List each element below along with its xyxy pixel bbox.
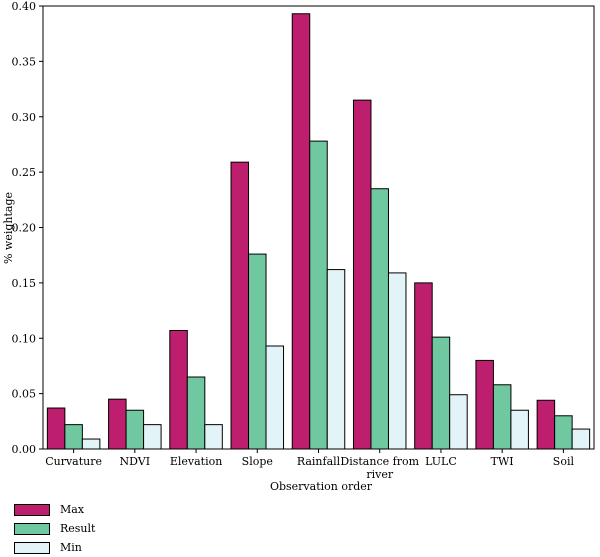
- y-tick-label: 0.15: [12, 277, 37, 290]
- bar-result: [370, 188, 389, 450]
- x-tick-label: river: [366, 468, 394, 481]
- legend-item: Result: [14, 519, 95, 538]
- bar-max: [475, 359, 494, 450]
- legend-label: Min: [60, 541, 82, 554]
- y-tick-label: 0.40: [12, 0, 37, 13]
- legend-item: Max: [14, 500, 95, 519]
- x-tick-label: NDVI: [120, 455, 151, 468]
- bar-result: [64, 424, 83, 450]
- bar-min: [326, 269, 346, 450]
- bar-min: [143, 424, 162, 450]
- bar-result: [431, 336, 451, 450]
- plot-area: 0.00 0.05 0.10 0.15 0.20 0.25 0.30 0.35 0.40 Curv…: [12, 0, 595, 481]
- x-axis-title: Observation order: [270, 480, 373, 493]
- bar-max: [291, 13, 311, 450]
- x-tick-label: Elevation: [170, 455, 222, 468]
- legend-swatch: [14, 541, 50, 554]
- bar-result: [309, 140, 328, 450]
- bar-min: [387, 272, 407, 450]
- x-tick-label: Slope: [242, 455, 273, 468]
- y-tick-label: 0.25: [12, 166, 37, 179]
- bar-max: [414, 282, 433, 450]
- y-tick-label: 0.05: [12, 388, 37, 401]
- bar-result: [248, 253, 267, 450]
- y-axis-title: % weightage: [2, 192, 15, 264]
- bar-max: [352, 99, 372, 450]
- y-tick-label: 0.20: [12, 222, 37, 235]
- legend-label: Max: [60, 503, 85, 516]
- y-tick-label: 0.10: [12, 332, 37, 345]
- legend-swatch: [14, 522, 50, 535]
- x-tick-label: Rainfall: [297, 455, 341, 468]
- legend-item: Min: [14, 538, 95, 557]
- bar-min: [265, 345, 285, 450]
- x-tick-label: Soil: [553, 455, 575, 468]
- bar-min: [571, 428, 591, 450]
- bar-result: [492, 384, 512, 450]
- legend: Max Result Min: [14, 500, 95, 557]
- bar-min: [204, 424, 223, 450]
- legend-label: Result: [60, 522, 96, 535]
- x-tick-label: Distance from: [340, 455, 419, 468]
- bar-result: [554, 415, 573, 450]
- x-tick-label: Curvature: [45, 455, 102, 468]
- bar-max: [46, 407, 66, 450]
- bar-max: [169, 329, 188, 450]
- bar-min: [81, 438, 101, 450]
- bar-max: [230, 161, 250, 450]
- x-tick-label: TWI: [491, 455, 514, 468]
- bar-max: [536, 399, 556, 450]
- legend-swatch: [14, 503, 50, 516]
- bar-result: [186, 376, 206, 450]
- bar-min: [510, 409, 529, 450]
- bar-min: [449, 394, 468, 450]
- y-tick-label: 0.00: [12, 443, 37, 456]
- y-tick-label: 0.30: [12, 111, 37, 124]
- x-tick-label: LULC: [425, 455, 457, 468]
- bar-max: [108, 398, 127, 450]
- y-tick-label: 0.35: [12, 55, 37, 68]
- bar-result: [125, 409, 145, 450]
